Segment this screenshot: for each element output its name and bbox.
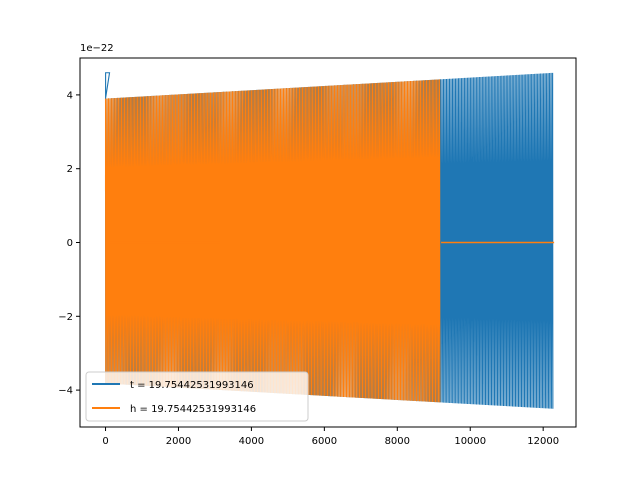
x-tick-label: 2000 bbox=[166, 436, 191, 447]
x-tick-label: 12000 bbox=[527, 436, 559, 447]
y-tick-label: 4 bbox=[67, 90, 73, 101]
legend-label-h: h = 19.75442531993146 bbox=[130, 404, 256, 415]
y-offset-label: 1e−22 bbox=[80, 43, 114, 54]
y-tick-label: −4 bbox=[58, 386, 73, 397]
y-tick-label: 0 bbox=[67, 238, 73, 249]
legend-label-t: t = 19.75442531993146 bbox=[130, 380, 254, 391]
x-tick-label: 10000 bbox=[454, 436, 486, 447]
y-tick-label: −2 bbox=[58, 312, 73, 323]
series-layer bbox=[104, 72, 555, 409]
y-tick-label: 2 bbox=[67, 164, 73, 175]
x-tick-label: 0 bbox=[102, 436, 108, 447]
legend-frame bbox=[85, 371, 309, 422]
x-tick-label: 8000 bbox=[385, 436, 410, 447]
x-axis: 0 2000 4000 6000 8000 10000 12000 bbox=[102, 427, 559, 447]
x-tick-label: 4000 bbox=[239, 436, 264, 447]
x-tick-label: 6000 bbox=[312, 436, 337, 447]
legend: t = 19.75442531993146 h = 19.75442531993… bbox=[85, 371, 309, 422]
series-line-h bbox=[104, 79, 441, 403]
y-axis: −4 −2 0 2 4 bbox=[58, 90, 80, 397]
